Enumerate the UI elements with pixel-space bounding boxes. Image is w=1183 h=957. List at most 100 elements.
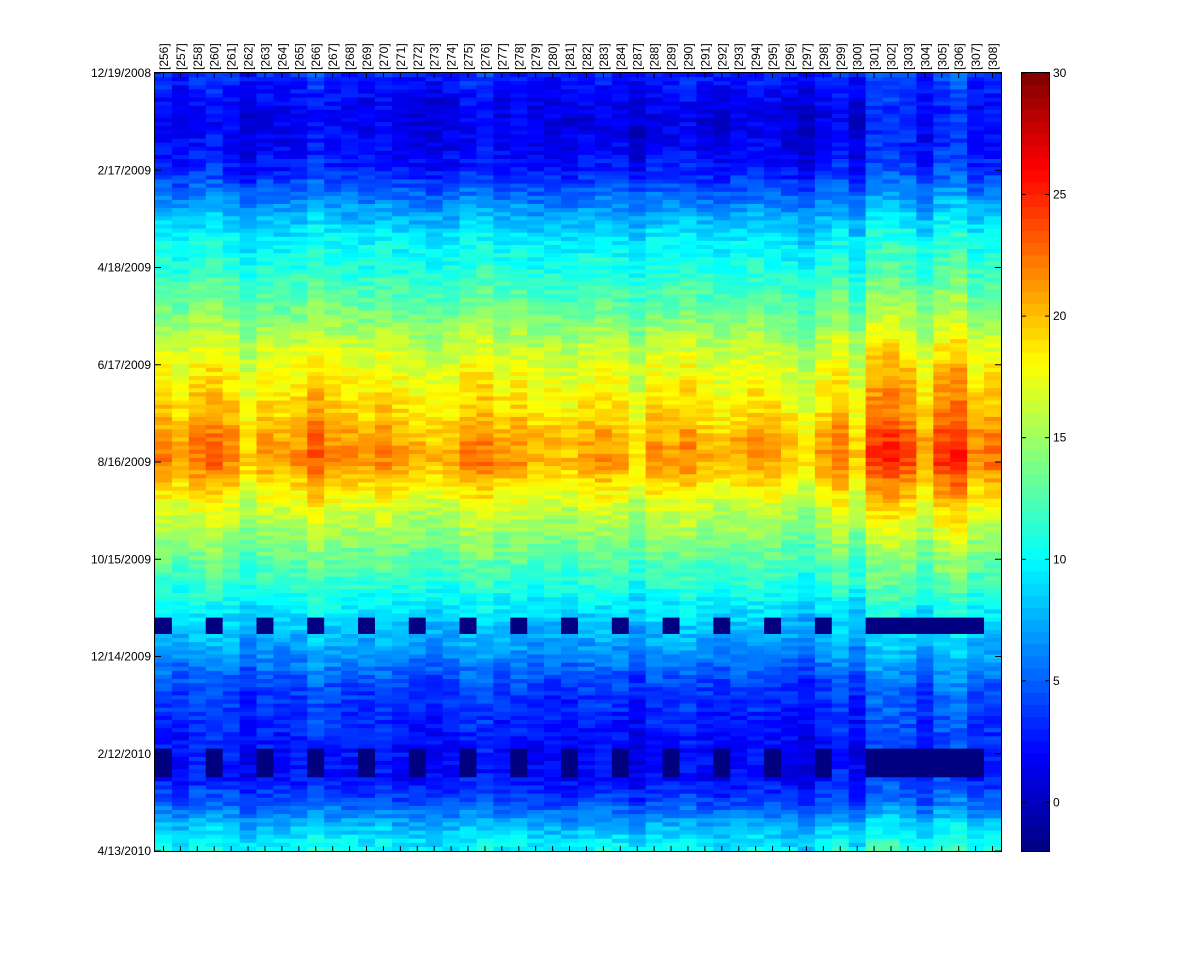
heatmap-cell: [391, 605, 410, 611]
heatmap-cell: [290, 388, 308, 393]
heatmap-cell: [510, 765, 528, 770]
heatmap-cell: [527, 556, 545, 561]
heatmap-cell: [374, 736, 393, 742]
heatmap-cell: [188, 449, 207, 455]
heatmap-cell: [391, 179, 410, 185]
heatmap-cell: [171, 646, 190, 651]
heatmap-cell: [188, 511, 207, 516]
heatmap-cell: [578, 601, 596, 606]
heatmap-cell: [510, 122, 528, 127]
heatmap-cell: [222, 232, 241, 238]
heatmap-cell: [273, 441, 291, 447]
heatmap-cell: [442, 507, 461, 512]
heatmap-cell: [205, 560, 224, 565]
heatmap-cell: [442, 494, 461, 500]
heatmap-cell: [222, 580, 241, 586]
heatmap-cell: [324, 609, 342, 615]
heatmap-cell: [408, 101, 427, 107]
heatmap-cell: [273, 150, 291, 156]
heatmap-cell: [578, 232, 596, 238]
heatmap-cell: [561, 269, 579, 275]
heatmap-cell: [307, 224, 325, 230]
heatmap-cell: [188, 486, 207, 492]
heatmap-cell: [408, 498, 427, 504]
heatmap-cell: [256, 740, 275, 746]
heatmap-cell: [341, 187, 359, 193]
heatmap-cell: [374, 633, 393, 639]
heatmap-cell: [222, 142, 241, 148]
heatmap-cell: [222, 113, 241, 119]
heatmap-cell: [256, 322, 275, 328]
heatmap-cell: [222, 191, 241, 197]
heatmap-cell: [391, 613, 410, 619]
heatmap-cell: [442, 363, 461, 369]
heatmap-cell: [222, 666, 241, 672]
heatmap-cell: [155, 552, 173, 557]
heatmap-cell: [273, 146, 291, 152]
heatmap-cell: [408, 77, 427, 82]
heatmap-cell: [222, 474, 241, 479]
heatmap-cell: [578, 318, 596, 324]
heatmap-cell: [239, 208, 258, 213]
heatmap-cell: [171, 789, 190, 795]
heatmap-cell: [527, 793, 545, 799]
heatmap-cell: [239, 294, 258, 299]
heatmap-cell: [155, 679, 173, 684]
heatmap-cell: [341, 212, 359, 217]
heatmap-cell: [510, 769, 528, 774]
heatmap-cell: [510, 748, 528, 754]
heatmap-cell: [222, 773, 241, 778]
heatmap-cell: [324, 269, 342, 275]
heatmap-cell: [239, 113, 258, 119]
heatmap-cell: [425, 609, 444, 615]
heatmap-cell: [222, 842, 241, 848]
heatmap-cell: [222, 715, 241, 721]
heatmap-cell: [273, 740, 291, 746]
heatmap-cell: [408, 785, 427, 791]
heatmap-cell: [442, 830, 461, 836]
heatmap-cell: [493, 744, 511, 750]
heatmap-cell: [273, 810, 291, 815]
heatmap-cell: [374, 134, 393, 140]
heatmap-cell: [561, 777, 579, 782]
heatmap-cell: [408, 81, 427, 86]
heatmap-cell: [544, 646, 562, 651]
heatmap-cell: [510, 789, 528, 795]
heatmap-cell: [307, 695, 325, 701]
heatmap-cell: [594, 302, 613, 307]
heatmap-cell: [374, 556, 393, 561]
heatmap-cell: [273, 752, 291, 758]
heatmap-cell: [527, 175, 545, 181]
heatmap-cell: [273, 613, 291, 619]
heatmap-cell: [510, 187, 528, 193]
heatmap-cell: [341, 220, 359, 226]
heatmap-cell: [374, 175, 393, 181]
heatmap-cell: [358, 654, 376, 660]
heatmap-cell: [307, 568, 325, 574]
heatmap-cell: [341, 81, 359, 86]
heatmap-cell: [391, 531, 410, 537]
heatmap-cell: [188, 568, 207, 574]
heatmap-cell: [171, 318, 190, 324]
heatmap-cell: [442, 617, 461, 623]
heatmap-cell: [290, 584, 308, 590]
heatmap-cell: [544, 249, 562, 254]
heatmap-cell: [155, 838, 173, 844]
heatmap-cell: [544, 388, 562, 393]
heatmap-cell: [256, 752, 275, 758]
heatmap-cell: [358, 683, 376, 688]
heatmap-cell: [578, 490, 596, 496]
heatmap-cell: [256, 195, 275, 201]
heatmap-cell: [544, 392, 562, 398]
heatmap-cell: [273, 310, 291, 316]
heatmap-cell: [358, 617, 376, 623]
heatmap-cell: [171, 302, 190, 307]
heatmap-cell: [171, 126, 190, 131]
heatmap-cell: [341, 609, 359, 615]
heatmap-cell: [374, 650, 393, 656]
heatmap-cell: [561, 617, 579, 623]
heatmap-cell: [493, 695, 511, 701]
heatmap-cell: [358, 703, 376, 709]
heatmap-cell: [256, 441, 275, 447]
heatmap-cell: [239, 486, 258, 492]
